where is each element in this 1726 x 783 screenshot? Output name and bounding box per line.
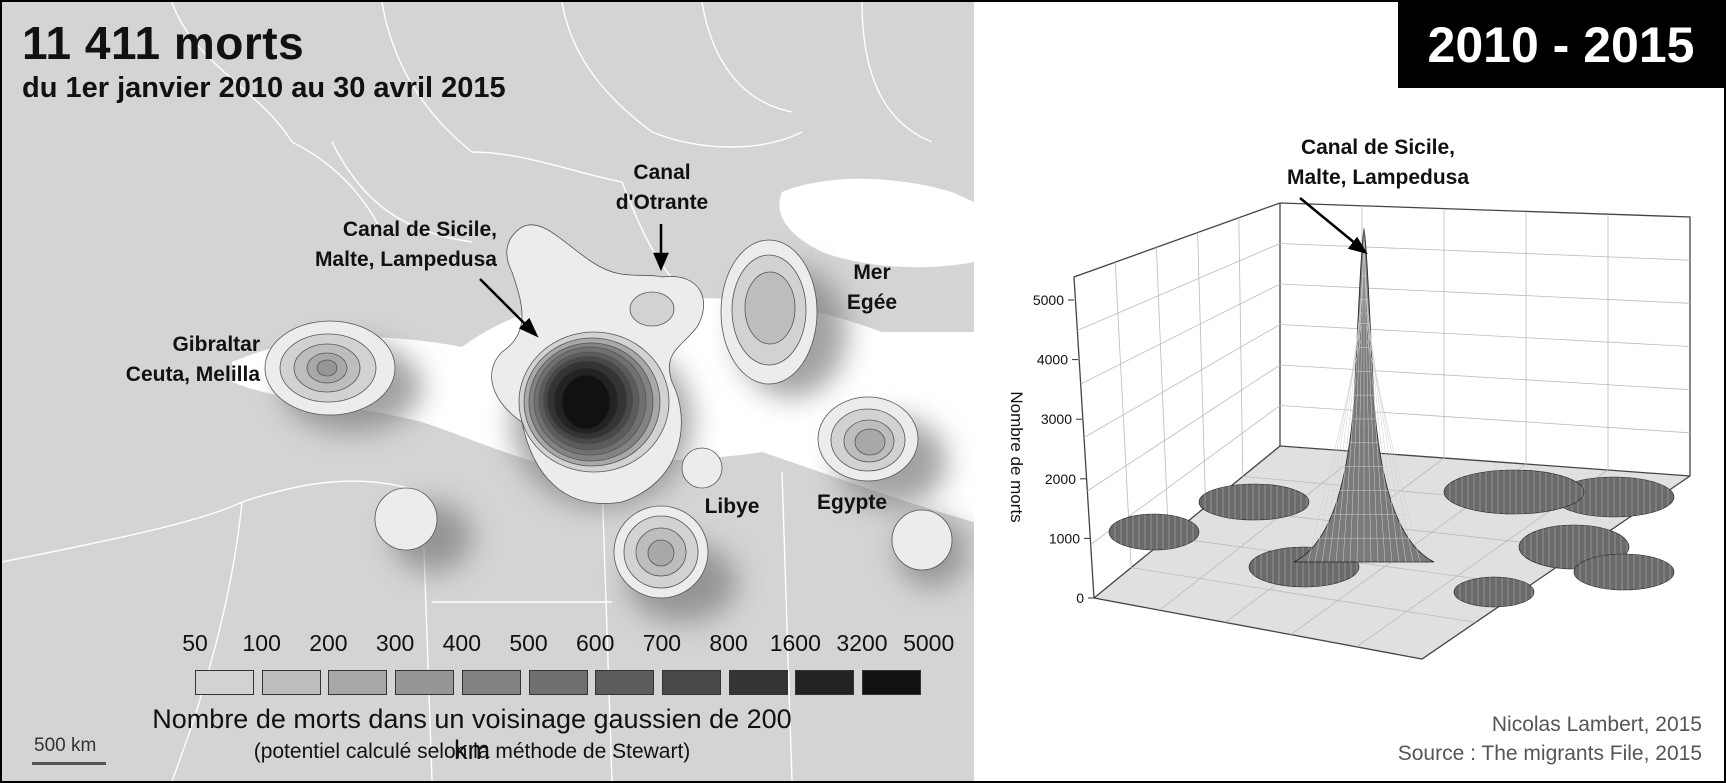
mesh-line xyxy=(1342,270,1364,563)
grid-line xyxy=(1087,364,1691,492)
legend-value: 1600 xyxy=(769,630,821,656)
z-tick-label: 3000 xyxy=(1041,411,1072,427)
z-tick-label: 5000 xyxy=(1033,292,1064,308)
mesh-blob xyxy=(1573,553,1675,591)
legend-subtitle: (potentiel calculé selon la méthode de S… xyxy=(253,740,691,763)
peak-annotation-line2: Malte, Lampedusa xyxy=(1287,166,1469,189)
map-canvas xyxy=(2,2,974,781)
z-tick-label: 1000 xyxy=(1049,530,1080,546)
scale-label: 500 km xyxy=(34,735,97,756)
mesh-line xyxy=(1328,298,1363,563)
legend-value: 200 xyxy=(309,630,348,656)
mesh-line xyxy=(1365,298,1400,563)
surface-chart: 0 1000 2000 3000 4000 5000 Nombre de morts Ca… xyxy=(1007,136,1691,660)
mesh-blob xyxy=(1443,469,1585,515)
period-box: 2010 - 2015 xyxy=(1398,2,1724,88)
mesh-line xyxy=(1356,242,1364,563)
mesh-line xyxy=(1366,326,1414,563)
legend-value: 300 xyxy=(375,630,415,656)
contour-algeria xyxy=(374,487,438,551)
legend-swatch xyxy=(461,670,521,695)
label-egee: Mer Egée xyxy=(846,261,898,314)
legend-swatch xyxy=(261,670,321,695)
map-subtitle: du 1er janvier 2010 au 30 avril 2015 xyxy=(22,72,506,104)
legend-swatch xyxy=(795,670,855,695)
scale-bar xyxy=(32,762,106,765)
arrows xyxy=(479,224,669,338)
mesh-line xyxy=(1364,242,1372,563)
legend-value: 3200 xyxy=(836,630,888,656)
grid-line xyxy=(1083,324,1691,438)
legend-swatch xyxy=(862,670,921,695)
mesh-blob xyxy=(1198,483,1310,521)
grid-line xyxy=(1077,243,1691,331)
credit-source: Source : The migrants File, 2015 xyxy=(1397,742,1702,765)
legend-swatch xyxy=(728,670,788,695)
mesh-line xyxy=(1335,284,1363,563)
z-tick-label: 0 xyxy=(1076,590,1084,606)
period-label: 2010 - 2015 xyxy=(1427,17,1695,73)
label-gibraltar: Gibraltar Ceuta, Melilla xyxy=(125,333,260,386)
legend-value: 400 xyxy=(442,630,481,656)
z-axis-ticks: 0 1000 2000 3000 4000 5000 xyxy=(1033,292,1094,606)
grid-line xyxy=(1080,283,1691,385)
z-tick-label: 4000 xyxy=(1037,352,1068,368)
black-sea xyxy=(779,178,974,268)
mesh-line xyxy=(1366,340,1421,563)
credit-author: Nicolas Lambert, 2015 xyxy=(1491,713,1702,736)
legend-value: 800 xyxy=(709,630,748,656)
grid-line xyxy=(1159,451,1363,611)
label-libye: Libye xyxy=(704,495,760,518)
contour-sicile xyxy=(491,224,704,504)
grid-line xyxy=(1090,405,1691,545)
z-axis-label: Nombre de morts xyxy=(1007,391,1026,522)
label-otrante: Canal d'Otrante xyxy=(615,161,709,214)
map-title: 11 411 morts xyxy=(22,17,305,69)
legend-value: 50 xyxy=(182,630,208,656)
mesh-line xyxy=(1349,256,1364,563)
legend-swatch xyxy=(528,670,588,695)
contour-east xyxy=(891,509,953,571)
legend-swatch xyxy=(395,670,455,695)
legend-swatch xyxy=(595,670,655,695)
label-egypte: Egypte xyxy=(816,491,887,514)
legend-value: 500 xyxy=(509,630,548,656)
map-panel: 11 411 morts du 1er janvier 2010 au 30 a… xyxy=(2,2,974,781)
peak-annotation-line1: Canal de Sicile, xyxy=(1301,136,1455,159)
mesh-line xyxy=(1366,312,1407,563)
contour-gibraltar xyxy=(264,320,396,416)
peak-arrow xyxy=(1299,197,1368,255)
legend-value: 100 xyxy=(242,630,281,656)
chart-box xyxy=(1073,202,1691,660)
legend-value: 700 xyxy=(642,630,682,656)
contour-egee xyxy=(720,239,818,385)
legend-title: Nombre de morts dans un voisinage gaussi… xyxy=(152,704,792,765)
legend-swatch xyxy=(195,670,254,695)
legend-swatch xyxy=(328,670,388,695)
mesh-blob xyxy=(1108,513,1200,551)
surface-mesh xyxy=(1108,228,1675,608)
z-tick-label: 2000 xyxy=(1045,471,1076,487)
grid-line xyxy=(1131,567,1476,623)
legend-value: 600 xyxy=(576,630,615,656)
legend-value: 5000 xyxy=(903,630,955,656)
contour-egypte xyxy=(817,396,919,482)
label-sicile: Canal de Sicile, Malte, Lampedusa xyxy=(314,218,497,271)
contour-libye xyxy=(613,447,723,599)
legend-swatch xyxy=(661,670,721,695)
